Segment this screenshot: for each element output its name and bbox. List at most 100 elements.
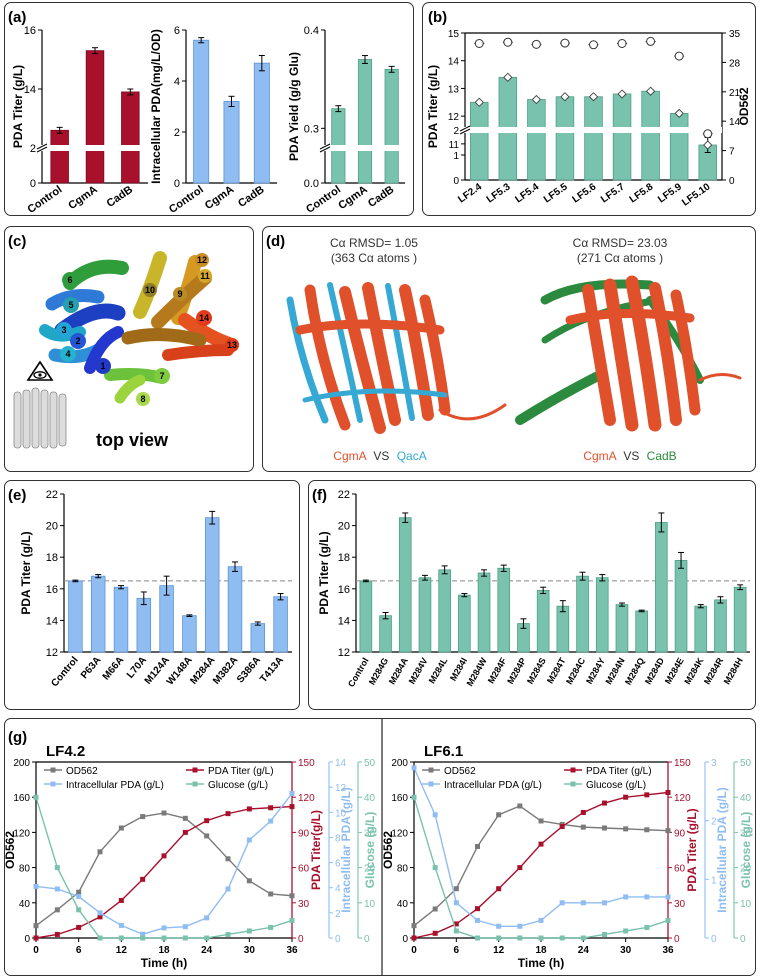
axis-break-mark — [459, 125, 471, 132]
y4-tick-label: 30 — [740, 828, 752, 839]
series-point — [517, 935, 523, 941]
bar — [379, 615, 392, 653]
helix-label: 5 — [68, 300, 73, 310]
x-tick-label: T413A — [258, 655, 286, 685]
series-point — [559, 824, 565, 830]
bar — [612, 93, 632, 181]
series-point — [644, 894, 650, 900]
series-point — [496, 935, 502, 941]
transporter-side-view-icon — [13, 387, 67, 449]
axis-break-mark — [319, 146, 331, 153]
chart-e: 121416182022ControlP63AM66AL70AM124AW148… — [19, 489, 292, 689]
series-point — [118, 922, 124, 928]
helix-label: 7 — [159, 371, 164, 381]
series-line — [413, 805, 669, 927]
axis-break-mark — [36, 146, 48, 153]
series-point — [475, 843, 480, 849]
helix-label: 9 — [177, 289, 182, 299]
x-tick-label: 30 — [244, 945, 256, 956]
x-tick-label: LF2.4 — [456, 181, 484, 205]
series-point — [76, 924, 82, 930]
series-point — [602, 931, 607, 937]
panel-e-label: (e) — [8, 487, 26, 504]
helix-label: 8 — [140, 394, 145, 404]
series-point — [475, 906, 480, 912]
x-tick-label: 12 — [493, 945, 505, 956]
x-tick-label: 36 — [286, 945, 298, 956]
series-point — [204, 915, 210, 921]
x-tick-label: M284W — [465, 656, 489, 688]
y-tick-label: 120 — [13, 828, 30, 839]
y-tick-label: 40 — [19, 899, 31, 910]
bar — [576, 575, 589, 653]
y-tick-label: 14 — [46, 615, 58, 627]
x-tick-label: 24 — [578, 945, 590, 956]
y-tick-label: 2 — [174, 127, 180, 139]
chart-title: LF6.1 — [424, 743, 463, 760]
y-tick-label: 15 — [448, 29, 460, 40]
y4-axis-label: Glucose (g/L) — [739, 812, 753, 889]
series-point — [97, 935, 103, 941]
y-tick-label: 0 — [24, 934, 30, 945]
y-tick-label: 20 — [338, 521, 350, 533]
series-point — [475, 935, 480, 941]
y-tick-label: 20 — [46, 521, 58, 533]
y-tick-label: 4 — [174, 76, 180, 88]
legend-swatch-marker — [570, 781, 576, 787]
y-axis-label: OD562 — [3, 831, 17, 869]
helix-number-labels: 1 2 3 4 5 6 7 8 9 10 11 12 13 14 — [61, 255, 237, 404]
y-tick-label: 12 — [448, 112, 460, 123]
y-tick-label: 160 — [391, 793, 408, 804]
y3-axis-label: Intracellular PDA (g/L) — [715, 787, 729, 913]
y-tick-label: 14 — [338, 615, 350, 627]
x-tick-label: LF5.5 — [542, 181, 570, 205]
series-point — [118, 897, 124, 903]
y2-tick-label: 30 — [674, 899, 686, 910]
series-point — [665, 790, 671, 796]
series-point — [580, 809, 586, 815]
series-point — [182, 924, 188, 930]
y3-tick-label: 2 — [335, 909, 341, 920]
x-tick-label: CadB — [105, 184, 135, 210]
x-tick-label: M284V — [407, 656, 430, 686]
x-tick-label: CadB — [236, 184, 266, 210]
y4-tick-label: 40 — [740, 793, 752, 804]
qaca-name: QacA — [397, 449, 427, 463]
bar — [273, 596, 288, 653]
panel-f-label: (f) — [312, 487, 327, 504]
x-tick-label: LF5.3 — [485, 181, 513, 205]
x-tick-label: Control — [49, 655, 80, 689]
x-tick-label: CgmA — [66, 184, 99, 212]
y-axis-label: PDA Titer (g/L) — [19, 531, 33, 614]
helix-label: 2 — [75, 336, 80, 346]
helix-label: 14 — [199, 313, 209, 323]
y-tick-label: 13 — [448, 84, 460, 95]
series-point — [268, 818, 274, 824]
bar — [359, 580, 373, 653]
bar — [595, 577, 609, 653]
y2-tick-label: 30 — [298, 899, 310, 910]
x-tick-label: 36 — [662, 945, 674, 956]
x-axis-label: Time (h) — [518, 956, 564, 970]
y-axis-label: PDA Titer (g/L) — [11, 65, 25, 148]
y2-tick-label: 60 — [674, 864, 686, 875]
series-point — [33, 923, 39, 929]
panel-e-frame — [4, 480, 300, 710]
y2-tick-label: 150 — [674, 758, 691, 769]
axis-break-mark — [459, 128, 471, 135]
y-axis-label: PDA Yield (g/g Glu) — [287, 52, 301, 161]
od-marker — [474, 39, 484, 48]
x-tick-label: LF5.10 — [680, 181, 713, 208]
series-point — [517, 803, 523, 809]
legend: OD562 PDA Titer (g/L) Intracellular PDA (g… — [44, 766, 274, 791]
y-tick-label: 6 — [174, 25, 180, 37]
replicate-marker — [503, 72, 513, 82]
vs-text: VS — [373, 449, 389, 463]
y-tick-label: 16 — [24, 25, 36, 37]
series-line — [35, 796, 293, 939]
x-tick-label: M382A — [211, 655, 240, 687]
series-point — [268, 805, 274, 811]
